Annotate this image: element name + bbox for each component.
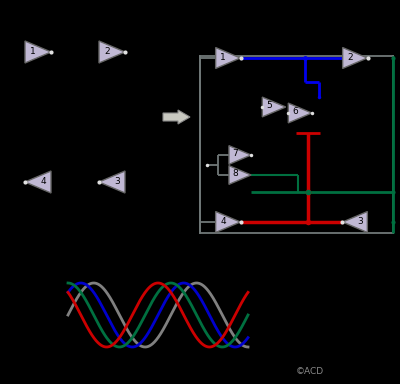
Text: ©ACD: ©ACD [296,367,324,376]
Text: 4: 4 [220,217,226,225]
Polygon shape [163,110,190,124]
Text: 2: 2 [347,53,353,61]
Polygon shape [343,212,367,232]
Text: 2: 2 [104,46,110,56]
Text: 3: 3 [357,217,363,225]
Polygon shape [216,48,240,68]
Text: 8: 8 [233,169,238,179]
Polygon shape [99,41,125,63]
Polygon shape [229,166,251,184]
Polygon shape [216,212,240,232]
Text: 3: 3 [114,177,120,185]
Text: 1: 1 [30,46,36,56]
Text: 7: 7 [233,149,238,159]
Text: 4: 4 [40,177,46,185]
Polygon shape [229,146,251,164]
Polygon shape [343,48,367,68]
Text: 6: 6 [292,108,298,116]
Text: 1: 1 [220,53,226,61]
Polygon shape [99,171,125,193]
Text: 5: 5 [266,101,272,111]
Polygon shape [25,41,51,63]
Polygon shape [262,97,286,117]
Polygon shape [288,103,312,123]
Polygon shape [25,171,51,193]
